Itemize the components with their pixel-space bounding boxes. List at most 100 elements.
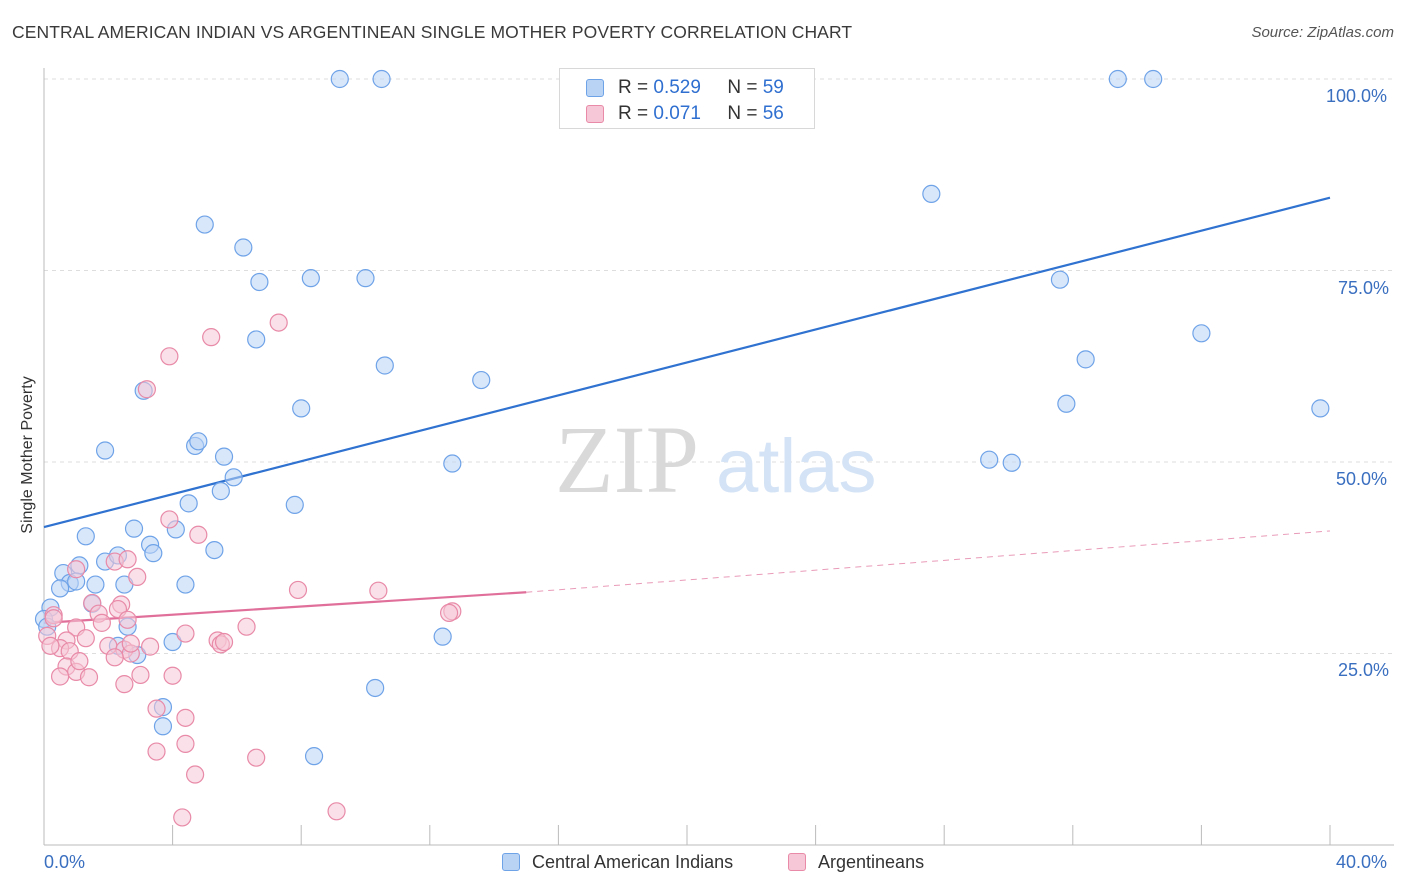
point-argentineans — [163, 666, 182, 685]
point-argentineans — [327, 802, 346, 821]
point-central-american-indians — [1144, 69, 1163, 89]
point-argentineans — [160, 347, 179, 366]
point-argentineans — [140, 637, 160, 656]
bottom-legend-swatch-blue — [502, 853, 520, 871]
point-central-american-indians — [224, 468, 243, 487]
point-central-american-indians — [304, 747, 324, 766]
bottom-legend-label-blue: Central American Indians — [532, 852, 734, 872]
legend-n-value: 56 — [762, 103, 784, 124]
point-argentineans — [105, 648, 124, 667]
y-tick-label-100: 100.0% — [1326, 86, 1388, 106]
point-central-american-indians — [372, 69, 391, 89]
point-central-american-indians — [375, 356, 394, 375]
point-argentineans — [173, 808, 192, 827]
point-central-american-indians — [1050, 270, 1070, 289]
trend-line-argentineans-extrapolated — [526, 530, 1331, 593]
point-argentineans — [79, 668, 99, 687]
point-central-american-indians — [214, 447, 234, 466]
data-points — [34, 69, 1330, 827]
point-central-american-indians — [50, 579, 70, 598]
legend-r-value: 0.071 — [653, 103, 701, 124]
point-central-american-indians — [176, 575, 195, 594]
watermark-atlas: atlas — [716, 424, 877, 509]
point-argentineans — [121, 634, 140, 653]
point-argentineans — [214, 632, 234, 652]
legend-swatch-pink — [586, 105, 604, 123]
point-central-american-indians — [1192, 324, 1211, 343]
point-argentineans — [92, 613, 111, 632]
point-central-american-indians — [1311, 399, 1330, 418]
point-central-american-indians — [1057, 394, 1076, 413]
point-central-american-indians — [292, 399, 311, 418]
y-tick-label-50: 50.0% — [1336, 469, 1388, 489]
point-central-american-indians — [205, 540, 224, 560]
point-central-american-indians — [153, 717, 173, 736]
point-central-american-indians — [179, 494, 198, 513]
point-central-american-indians — [76, 527, 95, 546]
point-argentineans — [128, 567, 147, 587]
point-central-american-indians — [366, 678, 385, 698]
point-central-american-indians — [86, 575, 105, 594]
point-central-american-indians — [472, 370, 491, 390]
point-central-american-indians — [433, 627, 452, 646]
watermark: ZIP atlas — [555, 406, 877, 513]
point-central-american-indians — [1002, 453, 1021, 472]
point-central-american-indians — [234, 238, 253, 257]
legend-n-label: N = — [727, 77, 758, 98]
bottom-legend-swatch-pink — [788, 853, 806, 871]
point-central-american-indians — [356, 269, 375, 288]
point-argentineans — [70, 652, 89, 671]
point-argentineans — [67, 560, 86, 579]
point-argentineans — [50, 667, 70, 686]
legend-n-label: N = — [727, 103, 758, 124]
point-argentineans — [176, 624, 195, 643]
legend-r-label: R = — [618, 77, 649, 98]
point-central-american-indians — [285, 495, 304, 514]
point-argentineans — [147, 699, 166, 718]
point-argentineans — [137, 380, 156, 399]
x-tick-label-max: 40.0% — [1336, 852, 1388, 872]
point-argentineans — [76, 629, 95, 648]
point-argentineans — [118, 610, 137, 629]
point-central-american-indians — [144, 544, 163, 563]
point-central-american-indians — [250, 272, 269, 292]
point-argentineans — [44, 609, 63, 628]
point-argentineans — [160, 510, 179, 529]
point-argentineans — [247, 748, 266, 767]
point-central-american-indians — [195, 215, 214, 234]
point-argentineans — [237, 617, 256, 636]
point-central-american-indians — [922, 184, 941, 203]
point-argentineans — [176, 708, 195, 727]
point-central-american-indians — [95, 441, 115, 460]
grid — [44, 78, 1394, 654]
point-central-american-indians — [163, 632, 182, 652]
point-central-american-indians — [1108, 69, 1127, 89]
point-argentineans — [176, 734, 195, 753]
point-argentineans — [439, 603, 459, 623]
point-central-american-indians — [330, 69, 349, 89]
point-argentineans — [115, 675, 134, 694]
point-argentineans — [147, 742, 166, 761]
point-argentineans — [269, 313, 288, 332]
legend: R = 0.529 N = 59 R = 0.071 N = 56 — [559, 68, 815, 129]
point-argentineans — [118, 550, 137, 569]
point-argentineans — [202, 328, 221, 347]
axes — [43, 68, 1394, 846]
legend-n-value: 59 — [762, 77, 784, 98]
x-tick-label-min: 0.0% — [44, 852, 86, 872]
watermark-zip: ZIP — [555, 406, 699, 513]
point-central-american-indians — [247, 330, 266, 349]
source-label: Source: ZipAtlas.com — [1251, 24, 1394, 41]
y-tick-label-25: 25.0% — [1338, 660, 1390, 680]
legend-r-label: R = — [618, 103, 649, 124]
point-central-american-indians — [1076, 350, 1095, 369]
point-argentineans — [369, 581, 388, 600]
point-central-american-indians — [301, 269, 320, 288]
legend-swatch-blue — [586, 79, 604, 97]
chart-title: CENTRAL AMERICAN INDIAN VS ARGENTINEAN S… — [12, 22, 853, 42]
point-central-american-indians — [211, 482, 230, 501]
point-argentineans — [41, 636, 60, 655]
point-argentineans — [189, 525, 208, 544]
point-central-american-indians — [189, 432, 208, 451]
